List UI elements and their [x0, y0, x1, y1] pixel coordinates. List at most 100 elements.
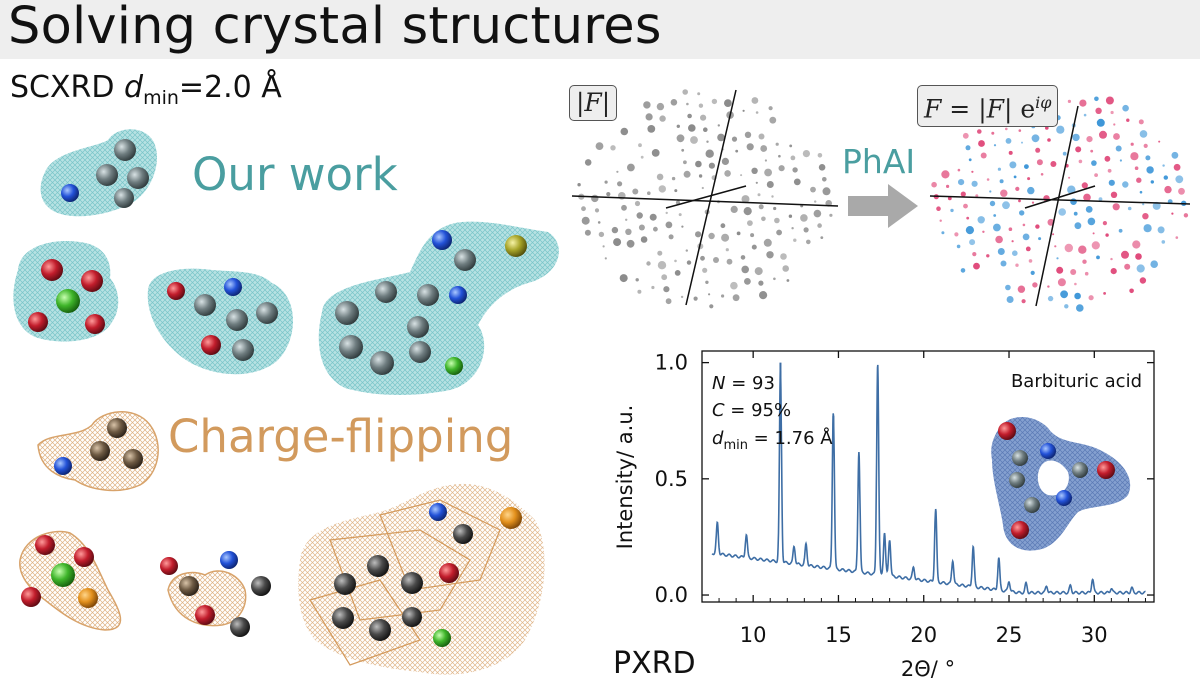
- lattice-point: [1018, 199, 1021, 203]
- lattice-point: [636, 212, 643, 219]
- lattice-point: [822, 177, 827, 182]
- lattice-point: [790, 155, 796, 161]
- lattice-point: [1021, 299, 1026, 304]
- lattice-point: [1145, 155, 1151, 161]
- lattice-point: [744, 278, 751, 285]
- lattice-point: [1132, 240, 1141, 249]
- lattice-point: [1143, 224, 1152, 233]
- lattice-point: [978, 140, 985, 147]
- lattice-point: [638, 224, 645, 231]
- lattice-point: [646, 261, 651, 266]
- lattice-point: [941, 170, 950, 179]
- lattice-point: [741, 195, 750, 204]
- peak-markers: [779, 362, 835, 439]
- lattice-point: [1094, 96, 1099, 102]
- lattice-point: [670, 99, 678, 106]
- lattice-point: [619, 274, 628, 283]
- lattice-point: [1027, 177, 1031, 181]
- lattice-point: [965, 145, 971, 151]
- lattice-point: [817, 223, 822, 228]
- lattice-point: [782, 265, 789, 272]
- lattice-point: [717, 124, 720, 127]
- lattice-point: [680, 295, 684, 299]
- lattice-point: [802, 150, 811, 158]
- lattice-point: [755, 181, 758, 184]
- lattice-point: [1139, 130, 1148, 138]
- lattice-point: [1084, 271, 1089, 276]
- lattice-point: [1139, 277, 1147, 284]
- lattice-point: [1086, 136, 1093, 143]
- lattice-point: [1099, 130, 1107, 139]
- title-banner: Solving crystal structures: [0, 0, 1200, 59]
- lattice-point: [960, 191, 966, 197]
- lattice-point: [1091, 241, 1100, 250]
- lattice-point: [769, 116, 777, 124]
- lattice-point: [743, 207, 752, 216]
- lattice-point: [661, 274, 668, 281]
- lattice-point: [1031, 134, 1040, 143]
- lattice-point: [1104, 155, 1111, 162]
- lattice-point: [1083, 193, 1091, 202]
- lattice-point: [606, 192, 611, 197]
- lattice-point: [778, 165, 785, 172]
- lattice-point: [1130, 152, 1139, 161]
- lattice-point: [1019, 210, 1025, 216]
- lattice-point: [791, 227, 794, 230]
- lattice-left-axes: [571, 89, 839, 306]
- lattice-point: [594, 208, 600, 213]
- lattice-point: [1127, 206, 1132, 211]
- lattice-point: [625, 218, 628, 221]
- lattice-point: [602, 245, 605, 248]
- lattice-point: [1018, 129, 1022, 132]
- lattice-point: [695, 160, 702, 168]
- lattice-point: [997, 248, 1005, 255]
- lattice-point: [1088, 295, 1094, 301]
- lattice-point: [1105, 96, 1114, 105]
- lattice-point: [577, 183, 581, 187]
- plot-frame: [701, 350, 1155, 603]
- lattice-point: [705, 149, 714, 158]
- lattice-point: [810, 186, 816, 193]
- y-tick-label: 1.0: [655, 351, 688, 375]
- lattice-point: [1068, 176, 1071, 179]
- lattice-point: [1017, 285, 1026, 293]
- lattice-point: [681, 225, 684, 228]
- lattice-point: [957, 168, 961, 172]
- x-tick-label: 10: [740, 623, 767, 647]
- lattice-point: [621, 204, 627, 211]
- lattice-point: [740, 255, 746, 260]
- lattice-point: [1021, 141, 1023, 144]
- lattice-point: [1175, 236, 1179, 239]
- lattice-point: [986, 254, 990, 258]
- lattice-point: [956, 244, 961, 249]
- lattice-point: [1024, 164, 1029, 170]
- lattice-point: [1038, 237, 1042, 241]
- lattice-point: [698, 103, 704, 108]
- lattice-point: [1062, 151, 1067, 156]
- lattice-point: [993, 144, 997, 147]
- lattice-point: [1074, 292, 1081, 300]
- lattice-point: [989, 200, 996, 207]
- lattice-point: [751, 167, 758, 174]
- lattice-point: [1030, 270, 1035, 275]
- lattice-point: [829, 213, 833, 217]
- our-work-label: Our work: [192, 148, 398, 201]
- lattice-point: [1162, 164, 1165, 167]
- y-axis-label: Intensity/ a.u.: [613, 405, 637, 550]
- lattice-point: [1085, 206, 1093, 213]
- lattice-point: [1083, 113, 1087, 117]
- lattice-point: [697, 92, 701, 96]
- lattice-point: [1142, 213, 1149, 220]
- lattice-point: [591, 194, 599, 203]
- cf-molecule-1: [37, 411, 159, 492]
- lattice-point: [581, 216, 590, 225]
- lattice-point: [977, 129, 982, 134]
- lattice-point: [971, 170, 974, 173]
- lattice-point: [1173, 163, 1181, 171]
- lattice-point: [1005, 138, 1012, 144]
- lattice-point: [1006, 296, 1014, 303]
- scxrd-suffix: =2.0 Å: [178, 70, 282, 105]
- lattice-point: [1008, 150, 1013, 155]
- lattice-point: [1067, 99, 1071, 103]
- lattice-point: [751, 244, 757, 250]
